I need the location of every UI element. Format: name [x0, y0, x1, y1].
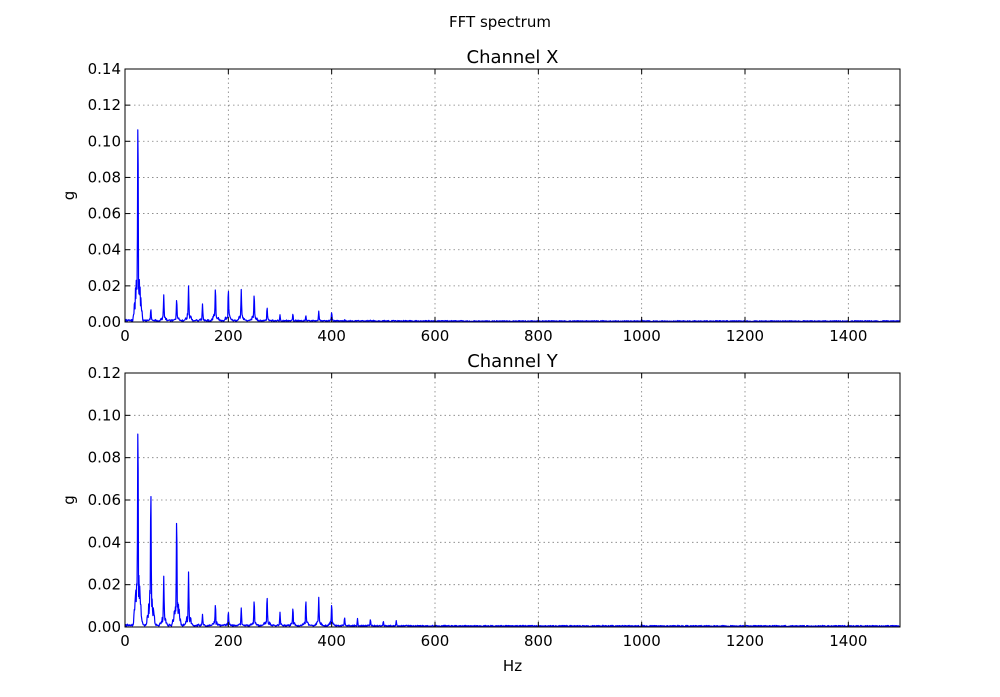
chart-title: Channel X	[467, 47, 559, 68]
y-tick-label: 0.10	[88, 406, 121, 424]
y-axis-label: g	[60, 191, 78, 201]
x-tick-label: 600	[421, 632, 450, 650]
x-tick-label: 1400	[829, 327, 867, 345]
y-tick-label: 0.10	[88, 132, 121, 150]
x-tick-label: 0	[120, 632, 130, 650]
spectrum-line	[124, 129, 901, 323]
chart-title: Channel Y	[467, 351, 559, 372]
y-tick-label: 0.12	[88, 96, 121, 114]
chart-panel-channel-y: 0 200 400 600 800 1000 1200 1400 0.00 0.02 0.04 0.0…	[60, 351, 901, 675]
y-tick-label: 0.08	[88, 168, 121, 186]
y-tick-label: 0.12	[88, 364, 121, 382]
y-tick-label: 0.06	[88, 205, 121, 223]
x-tick-label: 800	[524, 327, 553, 345]
x-tick-label: 1000	[623, 327, 661, 345]
y-tick-label: 0.06	[88, 491, 121, 509]
y-axis-label: g	[60, 495, 78, 505]
chart-panel-channel-x: 0 200 400 600 800 1000 1200 1400 0.00 0.02 0.04 0.0…	[60, 47, 901, 345]
y-tick-label: 0.00	[88, 618, 121, 636]
x-tick-label: 800	[524, 632, 553, 650]
y-tick-label: 0.04	[88, 533, 121, 551]
plot-area	[125, 69, 900, 322]
x-tick-label: 400	[317, 632, 346, 650]
x-tick-label: 1000	[623, 632, 661, 650]
y-tick-label: 0.08	[88, 449, 121, 467]
x-axis-label: Hz	[503, 657, 522, 675]
x-tick-label: 200	[214, 632, 243, 650]
x-tick-label: 1200	[726, 327, 764, 345]
x-tick-label: 1200	[726, 632, 764, 650]
x-tick-label: 0	[120, 327, 130, 345]
y-tick-label: 0.02	[88, 576, 121, 594]
x-tick-label: 200	[214, 327, 243, 345]
y-tick-label: 0.04	[88, 241, 121, 259]
y-tick-label: 0.14	[88, 60, 121, 78]
figure-title: FFT spectrum	[449, 13, 551, 31]
y-tick-label: 0.02	[88, 277, 121, 295]
spectrum-line	[124, 433, 901, 628]
x-tick-label: 600	[421, 327, 450, 345]
x-tick-label: 1400	[829, 632, 867, 650]
axes-frame	[124, 68, 901, 323]
x-tick-label: 400	[317, 327, 346, 345]
y-tick-label: 0.00	[88, 313, 121, 331]
